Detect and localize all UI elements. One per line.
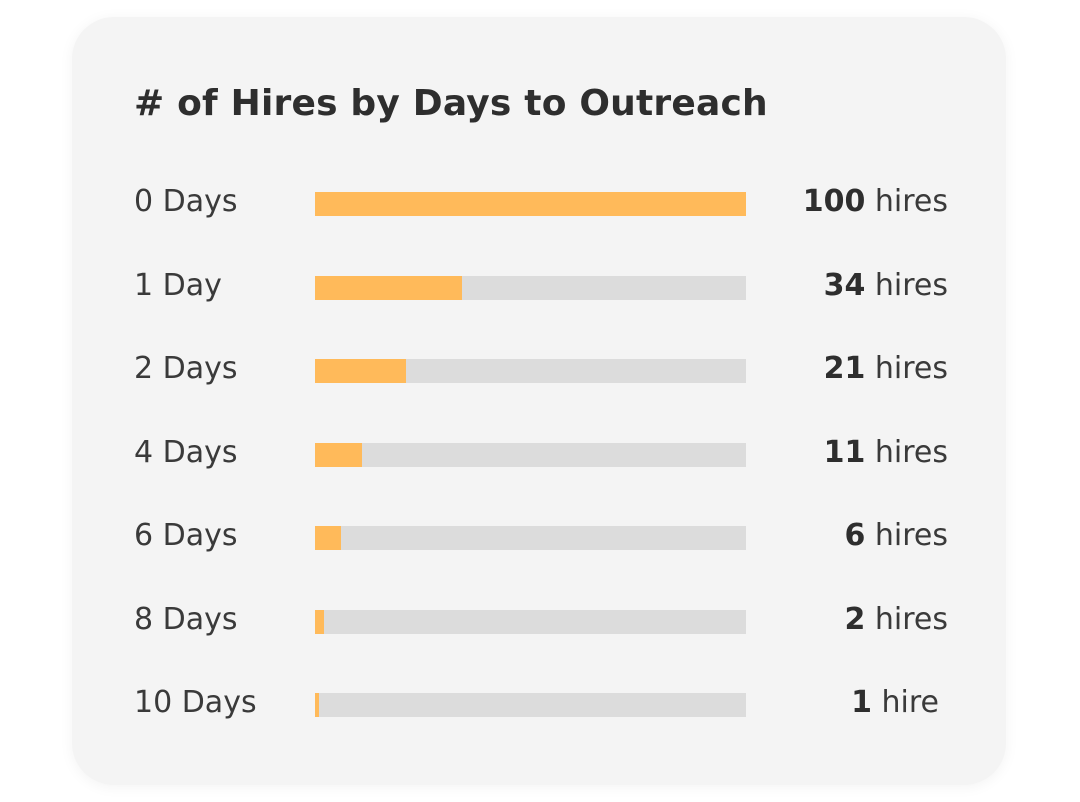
value-number: 1 [851, 685, 872, 720]
value-unit: hires [874, 267, 948, 303]
bar-track [315, 359, 746, 383]
bar [315, 442, 363, 467]
category-label: 6 Days [134, 518, 238, 553]
category-label: 1 Day [134, 267, 222, 303]
value-unit: hires [874, 518, 948, 553]
value-label: 2 hires [844, 600, 948, 640]
value-unit: hires [874, 184, 948, 219]
chart-title: # of Hires by Days to Outreach [134, 83, 768, 124]
value-label: 100 hires [803, 182, 948, 222]
bar-track [315, 693, 746, 717]
value-label: 34 hires [824, 266, 948, 306]
value-label: 1 hire [851, 683, 939, 723]
value-number: 2 [844, 601, 866, 637]
category-label: 10 Days [134, 685, 257, 720]
value-unit: hires [874, 351, 948, 386]
value-unit: hire [881, 685, 939, 720]
bar [315, 526, 341, 550]
bar-track [315, 526, 746, 550]
value-number: 34 [823, 267, 866, 303]
value-unit: hires [874, 601, 948, 637]
category-label: 0 Days [134, 184, 238, 219]
value-label: 21 hires [824, 349, 948, 389]
bar [315, 609, 324, 634]
value-number: 11 [823, 434, 866, 470]
bar [315, 275, 462, 300]
chart-card [72, 17, 1006, 785]
bar [315, 693, 320, 717]
value-label: 11 hires [824, 433, 948, 473]
value-number: 100 [802, 184, 866, 219]
value-label: 6 hires [844, 516, 948, 556]
value-number: 21 [823, 351, 866, 386]
category-label: 2 Days [134, 351, 238, 386]
bar-track [315, 609, 746, 634]
bar [315, 359, 406, 383]
bar [315, 192, 746, 216]
bar-track [315, 192, 746, 216]
bar-track [315, 442, 746, 467]
value-unit: hires [874, 434, 948, 470]
category-label: 8 Days [134, 601, 238, 637]
bar-track [315, 275, 746, 300]
category-label: 4 Days [134, 434, 238, 470]
value-number: 6 [844, 518, 866, 553]
